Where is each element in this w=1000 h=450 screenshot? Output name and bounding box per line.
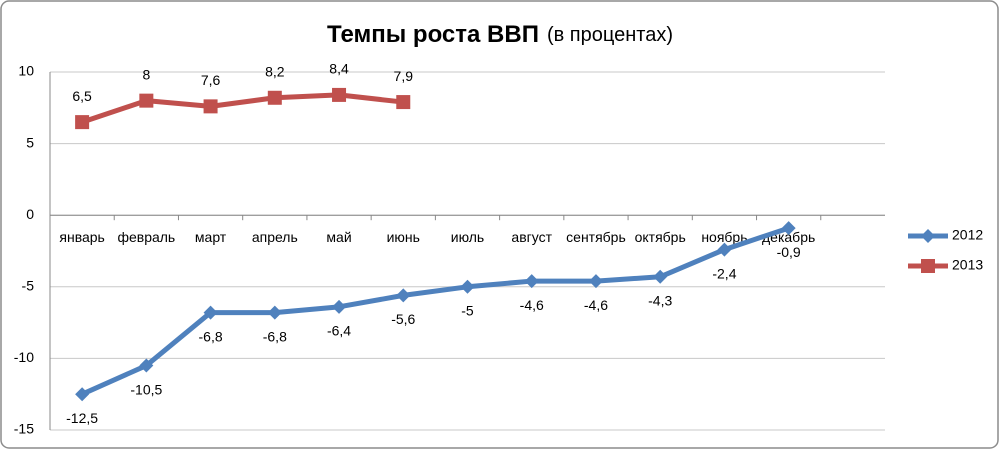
data-label: -6,8 — [263, 328, 287, 344]
marker — [921, 229, 935, 243]
chart-subtitle: (в процентах) — [547, 24, 673, 46]
series-line — [81, 225, 790, 397]
marker — [781, 221, 796, 236]
y-tick-label: -5 — [22, 278, 35, 294]
data-label: -4,3 — [648, 292, 672, 308]
legend-label: 2013 — [952, 257, 983, 273]
marker — [267, 90, 282, 105]
marker — [139, 93, 154, 108]
data-label: -10,5 — [130, 381, 162, 397]
chart-heading: Темпы роста ВВП (в процентах) — [327, 21, 673, 48]
x-tick-label: сентябрь — [566, 229, 626, 245]
marker — [524, 274, 539, 289]
y-tick-label: 0 — [26, 206, 34, 222]
marker — [396, 288, 411, 303]
marker — [203, 305, 218, 320]
data-label: -4,6 — [520, 297, 544, 313]
marker — [203, 99, 218, 114]
data-label: 6,5 — [72, 88, 92, 104]
data-label: 8,2 — [265, 63, 285, 79]
legend-label: 2012 — [952, 227, 983, 243]
marker — [653, 269, 668, 284]
marker — [332, 299, 347, 314]
marker — [332, 87, 347, 102]
marker — [267, 305, 282, 320]
data-label: -2,4 — [712, 265, 736, 281]
marker — [921, 259, 935, 273]
data-label: -0,9 — [777, 244, 801, 260]
marker — [396, 95, 411, 110]
x-tick-label: январь — [59, 229, 104, 245]
data-label: -4,6 — [584, 297, 608, 313]
data-label: 8,4 — [329, 61, 349, 77]
marker — [717, 242, 732, 257]
x-tick-label: июнь — [387, 229, 420, 245]
data-label: -6,8 — [199, 328, 223, 344]
data-label: -6,4 — [327, 323, 351, 339]
x-tick-label: май — [326, 229, 351, 245]
data-label: 7,6 — [201, 72, 221, 88]
x-tick-label: февраль — [117, 229, 175, 245]
y-tick-label: -15 — [14, 421, 34, 437]
chart-title: Темпы роста ВВП — [327, 21, 539, 48]
y-tick-label: 5 — [26, 134, 34, 150]
x-tick-label: июль — [451, 229, 484, 245]
data-label: -5,6 — [391, 311, 415, 327]
x-tick-label: март — [195, 229, 227, 245]
data-label: -5 — [461, 303, 474, 319]
x-tick-label: август — [511, 229, 552, 245]
data-label: 8 — [142, 66, 150, 82]
marker — [588, 274, 603, 289]
marker — [460, 279, 475, 294]
y-tick-label: -10 — [14, 349, 34, 365]
series-line — [81, 92, 404, 125]
marker — [75, 387, 90, 402]
data-label: 7,9 — [394, 68, 414, 84]
x-tick-label: октябрь — [635, 229, 686, 245]
marker — [139, 358, 154, 373]
marker — [75, 115, 90, 130]
y-tick-label: 10 — [18, 63, 34, 79]
x-tick-label: апрель — [252, 229, 298, 245]
x-tick-label: ноябрь — [701, 229, 747, 245]
data-label: -12,5 — [66, 410, 98, 426]
